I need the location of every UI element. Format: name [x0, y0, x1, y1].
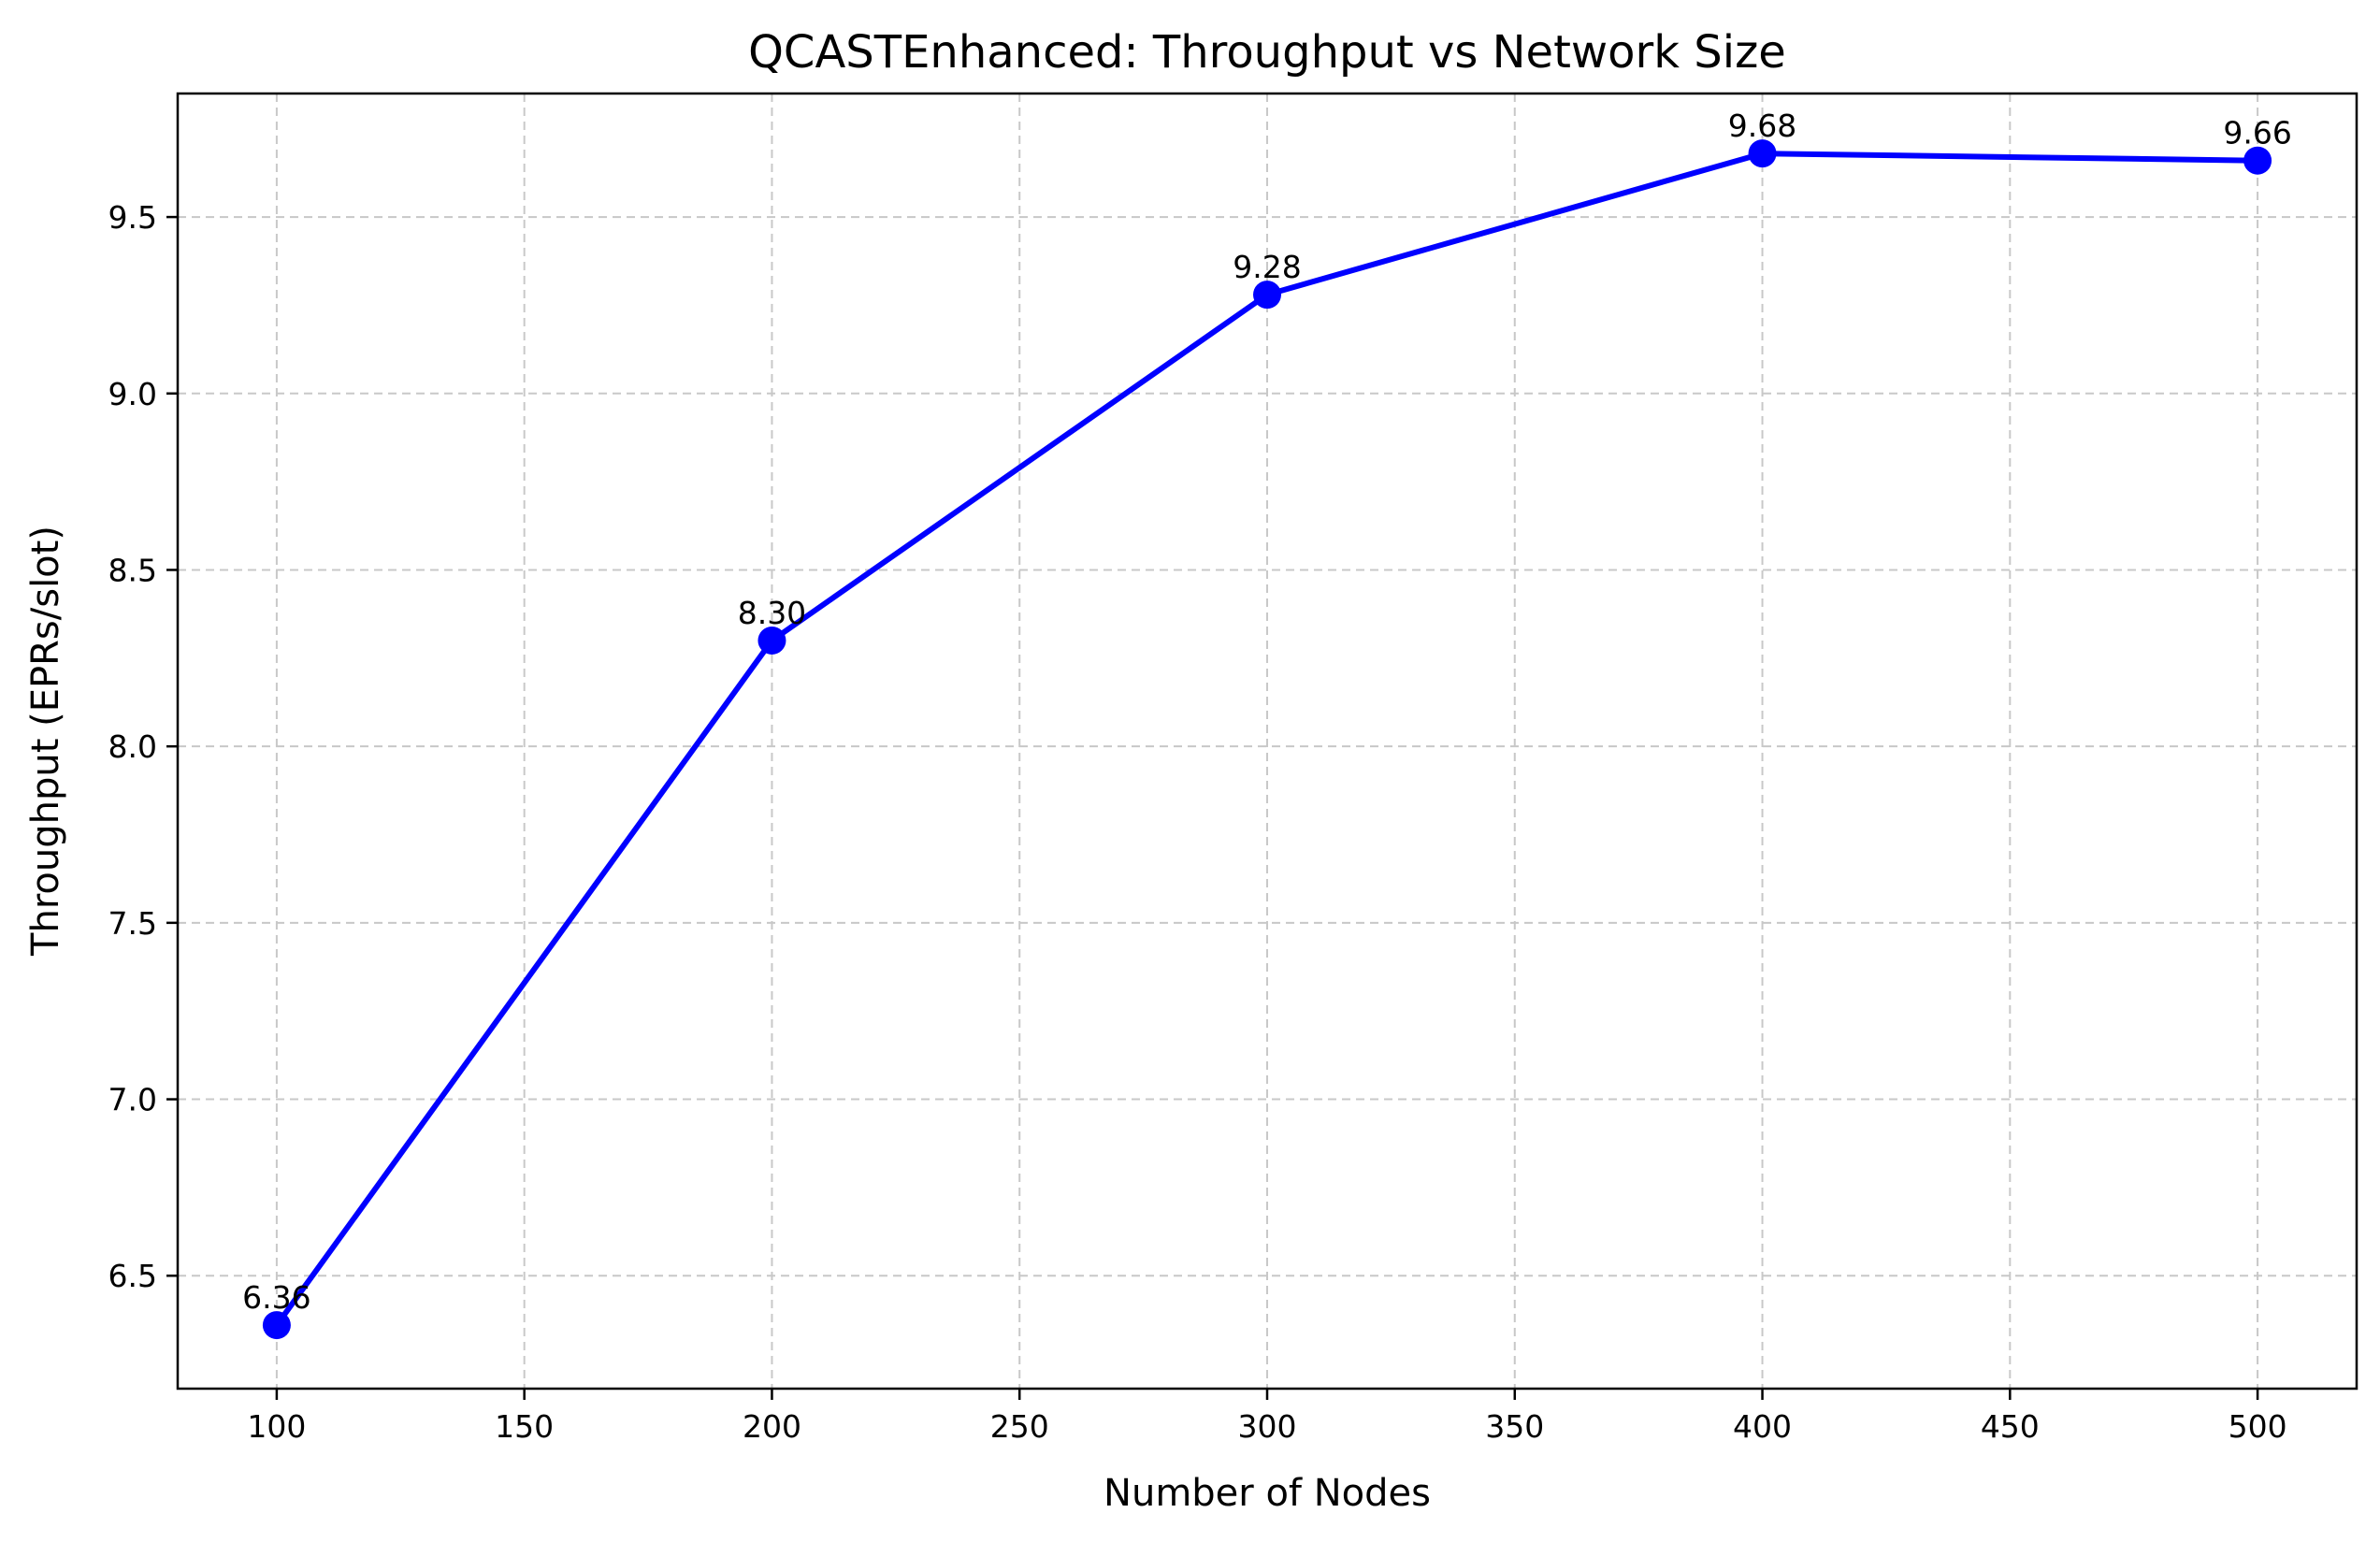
data-label: 6.36 — [242, 1279, 310, 1316]
x-tick-label: 200 — [743, 1408, 801, 1445]
data-point — [262, 1311, 291, 1340]
y-tick-label: 8.5 — [108, 552, 157, 588]
x-tick-label: 450 — [1981, 1408, 2040, 1445]
x-tick-label: 100 — [247, 1408, 306, 1445]
y-tick-label: 9.5 — [108, 199, 157, 236]
x-tick-label: 350 — [1485, 1408, 1544, 1445]
data-point — [1253, 281, 1281, 310]
x-tick-label: 250 — [990, 1408, 1049, 1445]
x-tick-label: 300 — [1238, 1408, 1297, 1445]
x-axis-label: Number of Nodes — [1103, 1472, 1431, 1515]
chart-title: QCASTEnhanced: Throughput vs Network Siz… — [748, 26, 1786, 79]
x-tick-label: 500 — [2229, 1408, 2287, 1445]
y-tick-label: 9.0 — [108, 376, 157, 412]
x-tick-label: 400 — [1733, 1408, 1792, 1445]
y-tick-label: 7.5 — [108, 905, 157, 942]
y-axis-label: Throughput (EPRs/slot) — [24, 526, 67, 957]
data-point — [1748, 139, 1777, 168]
data-label: 9.66 — [2223, 115, 2291, 151]
data-labels: 6.36 8.30 9.28 9.68 9.66 — [242, 108, 2292, 1316]
grid-lines — [178, 94, 2357, 1389]
data-label: 8.30 — [738, 595, 806, 631]
x-tick-label: 150 — [495, 1408, 554, 1445]
y-tick-label: 8.0 — [108, 728, 157, 765]
axis-ticks: 100 150 200 250 300 350 400 450 500 6.5 7.0 7.5 8.0 8… — [108, 199, 2287, 1445]
y-tick-label: 6.5 — [108, 1258, 157, 1294]
data-label: 9.28 — [1233, 249, 1301, 285]
data-point — [2243, 146, 2272, 175]
series-layer — [262, 139, 2272, 1340]
data-label: 9.68 — [1728, 108, 1796, 144]
data-point — [757, 626, 786, 655]
y-tick-label: 7.0 — [108, 1082, 157, 1118]
